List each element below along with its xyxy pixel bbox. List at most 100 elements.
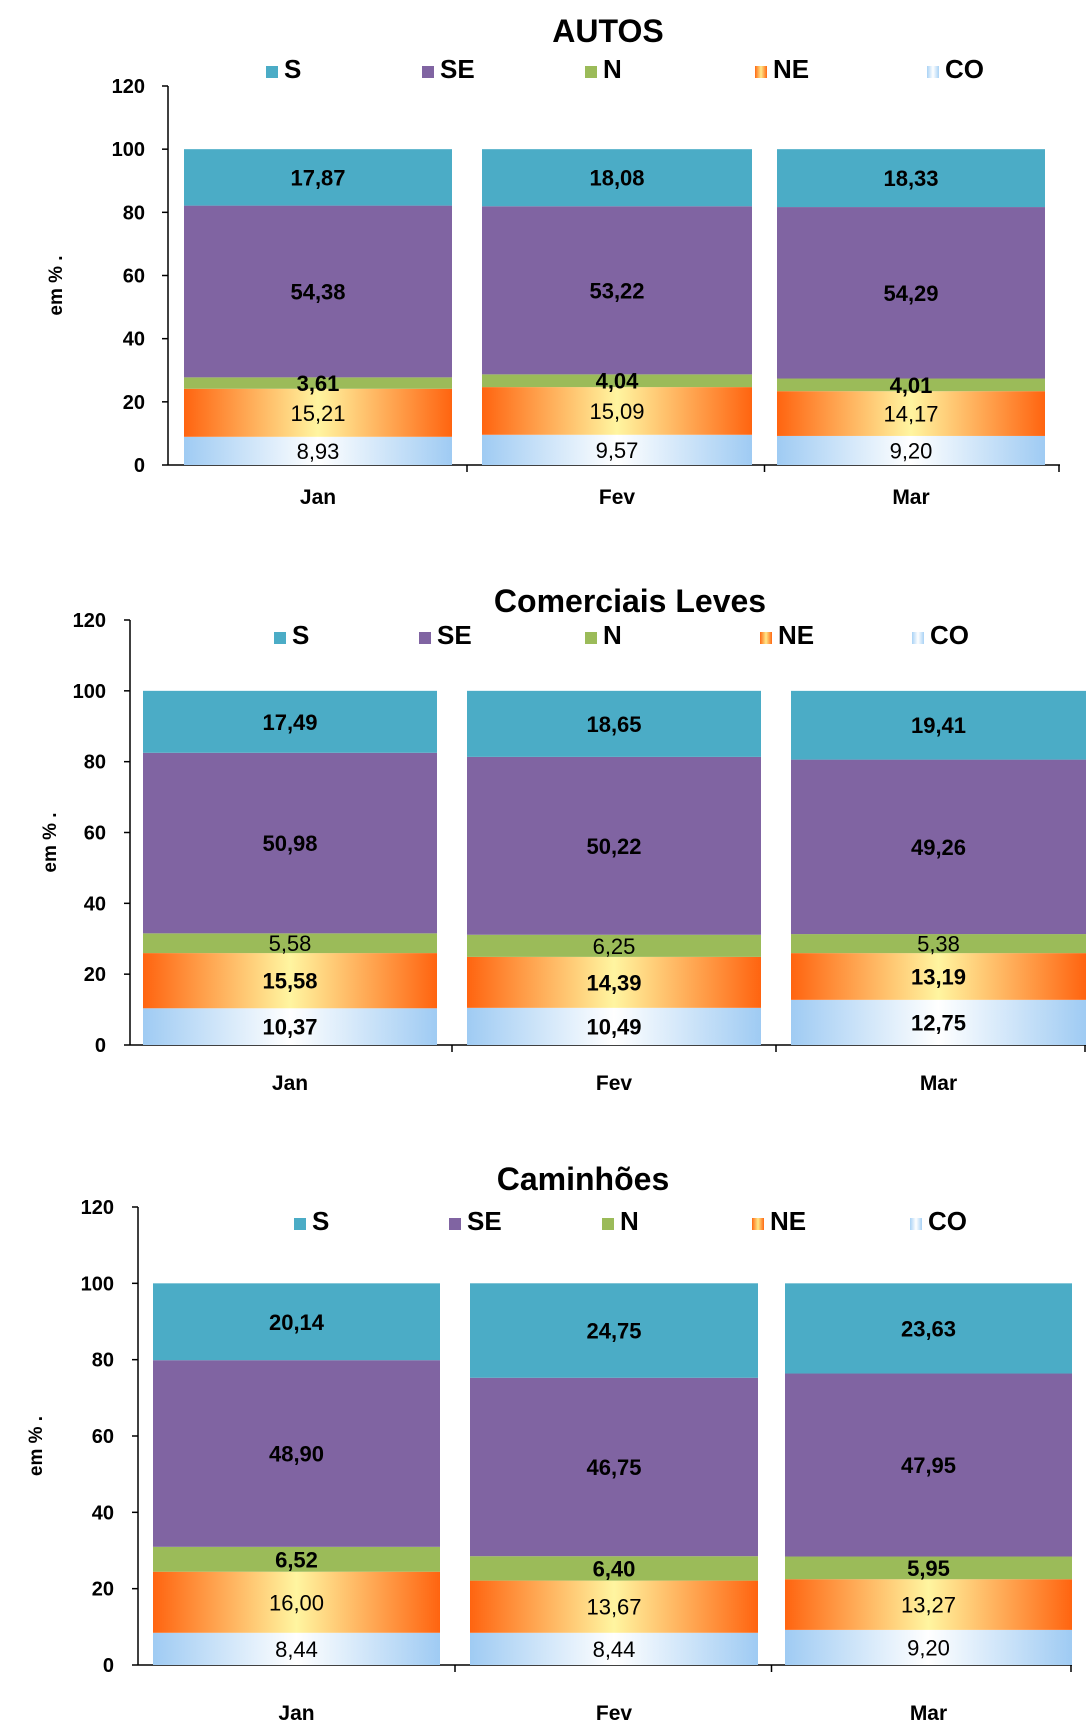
y-axis-label: em % . <box>46 255 67 315</box>
y-tick-label: 120 <box>112 76 145 98</box>
bar-s-mar <box>785 1283 1072 1374</box>
y-tick-label: 20 <box>84 964 106 986</box>
legend: S SE N NE CO <box>266 54 984 84</box>
legend-marker-n <box>602 1218 614 1230</box>
bar-ne-fev <box>467 956 761 1008</box>
bar-n-jan <box>184 377 452 389</box>
legend-marker-n <box>585 66 597 78</box>
data-label-s-mar: 18,33 <box>883 166 938 191</box>
bar-ne-mar <box>791 953 1086 1000</box>
data-label-s-fev: 18,65 <box>586 712 641 737</box>
x-tick-label-jan: Jan <box>272 1072 308 1095</box>
bar-ne-jan <box>184 388 452 437</box>
chart-title: Caminhões <box>497 1161 669 1197</box>
chart-autos: AUTOS S SE N NE CO 0 20 40 60 80 100 120 em % . 8,93 15… <box>0 0 1086 520</box>
bar-co-mar <box>791 999 1086 1045</box>
legend-label-n: N <box>620 1206 639 1236</box>
legend-marker-n <box>585 632 597 644</box>
bar-co-jan <box>143 1008 437 1045</box>
legend-label-s: S <box>292 620 309 650</box>
x-tick-label-fev: Fev <box>599 486 636 509</box>
legend-label-n: N <box>603 620 622 650</box>
data-label-n-mar: 5,95 <box>907 1556 950 1581</box>
legend-label-se: SE <box>437 620 472 650</box>
data-label-n-fev: 4,04 <box>596 369 640 394</box>
legend-marker-s <box>274 632 286 644</box>
legend-label-co: CO <box>928 1206 967 1236</box>
y-tick-label: 120 <box>81 1197 114 1219</box>
legend-label-ne: NE <box>773 54 809 84</box>
bar-co-jan <box>184 436 452 465</box>
y-tick-label: 0 <box>134 455 145 477</box>
bar-co-mar <box>777 435 1045 465</box>
data-label-se-fev: 46,75 <box>586 1455 641 1480</box>
y-tick-label: 60 <box>123 266 145 288</box>
bar-s-jan <box>143 690 437 753</box>
data-label-se-mar: 49,26 <box>911 835 966 860</box>
data-label-ne-mar: 14,17 <box>883 402 938 427</box>
x-tick-label-jan: Jan <box>278 1702 314 1725</box>
y-tick-label: 80 <box>92 1350 114 1372</box>
bar-s-fev <box>470 1283 758 1378</box>
y-tick-label: 100 <box>73 681 106 703</box>
chart-title: Comerciais Leves <box>494 583 766 619</box>
bar-co-mar <box>785 1629 1072 1665</box>
legend-marker-co <box>927 66 939 78</box>
bar-n-fev <box>467 934 761 957</box>
y-tick-label: 80 <box>84 752 106 774</box>
y-tick-label: 20 <box>92 1579 114 1601</box>
bar-s-mar <box>791 690 1086 760</box>
data-label-co-jan: 8,93 <box>297 439 340 464</box>
data-label-n-fev: 6,25 <box>593 934 636 959</box>
bar-ne-jan <box>153 1571 440 1633</box>
bar-s-jan <box>153 1283 440 1361</box>
y-tick-label: 60 <box>92 1426 114 1448</box>
y-tick-label: 100 <box>81 1273 114 1295</box>
bar-se-mar <box>785 1373 1072 1557</box>
bar-n-mar <box>785 1556 1072 1580</box>
bar-n-mar <box>777 378 1045 392</box>
legend-marker-co <box>910 1218 922 1230</box>
bar-ne-mar <box>785 1579 1072 1630</box>
data-label-n-mar: 4,01 <box>890 373 933 398</box>
bar-s-fev <box>482 149 752 207</box>
legend-label-ne: NE <box>770 1206 806 1236</box>
legend-marker-ne <box>752 1218 764 1230</box>
legend-marker-se <box>419 632 431 644</box>
bar-n-jan <box>153 1546 440 1572</box>
data-label-ne-fev: 14,39 <box>586 970 641 995</box>
legend-label-se: SE <box>467 1206 502 1236</box>
data-label-se-mar: 54,29 <box>883 281 938 306</box>
y-tick-label: 40 <box>84 893 106 915</box>
data-label-s-jan: 20,14 <box>269 1310 325 1335</box>
data-label-co-mar: 9,20 <box>890 438 933 463</box>
legend: S SE N NE CO <box>274 620 969 650</box>
data-label-s-mar: 23,63 <box>901 1316 956 1341</box>
caminhoes-plot: Caminhões S SE N NE CO 0 20 40 60 80 100 120 em % . 8,… <box>26 1161 1072 1725</box>
x-tick-label-jan: Jan <box>300 486 336 509</box>
x-tick-label-mar: Mar <box>892 486 929 509</box>
data-label-n-jan: 6,52 <box>275 1547 318 1572</box>
y-tick-label: 0 <box>95 1035 106 1057</box>
data-label-co-fev: 8,44 <box>593 1637 636 1662</box>
bar-ne-fev <box>482 387 752 435</box>
data-label-co-mar: 9,20 <box>907 1635 950 1660</box>
y-tick-label: 80 <box>123 202 145 224</box>
bar-n-jan <box>143 933 437 954</box>
x-tick-label-mar: Mar <box>910 1702 947 1725</box>
legend-marker-ne <box>760 632 772 644</box>
y-axis-label: em % . <box>26 1416 47 1476</box>
data-label-se-jan: 48,90 <box>269 1442 324 1467</box>
data-label-se-fev: 53,22 <box>589 278 644 303</box>
bar-se-jan <box>184 205 452 378</box>
data-label-ne-jan: 16,00 <box>269 1590 324 1615</box>
bar-s-mar <box>777 149 1045 208</box>
y-tick-label: 100 <box>112 139 145 161</box>
x-tick-label-fev: Fev <box>596 1072 633 1095</box>
chart-caminhoes: Caminhões S SE N NE CO 0 20 40 60 80 100 120 em % . 8,… <box>0 1150 1086 1729</box>
y-tick-label: 40 <box>92 1502 114 1524</box>
legend-label-co: CO <box>945 54 984 84</box>
bar-ne-jan <box>143 953 437 1009</box>
data-label-n-jan: 5,58 <box>269 931 312 956</box>
legend-marker-s <box>266 66 278 78</box>
